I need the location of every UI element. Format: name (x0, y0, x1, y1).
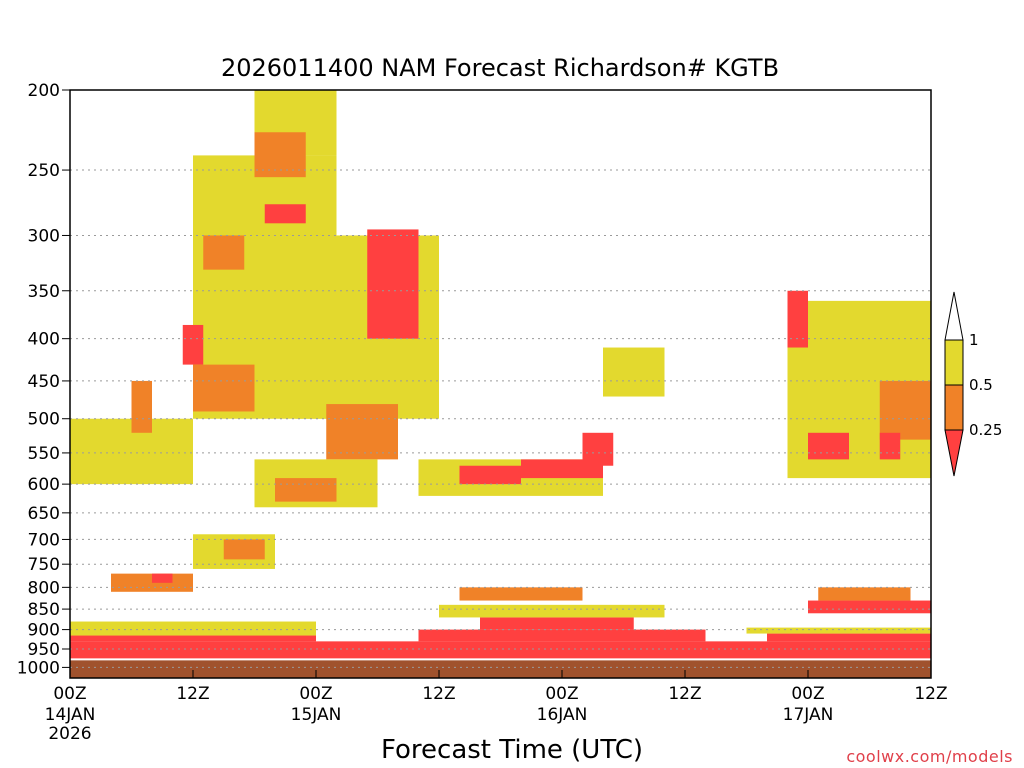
credit-text[interactable]: coolwx.com/models (846, 747, 1013, 766)
y-tick-label: 900 (28, 621, 60, 641)
y-tick-label: 950 (28, 640, 60, 660)
ground-fill (70, 659, 931, 678)
ri-cell (767, 633, 931, 642)
ri-cell (459, 587, 583, 601)
y-tick-label: 800 (28, 578, 60, 598)
color-legend: 1 0.5 0.25 (944, 291, 1002, 477)
y-tick-label: 550 (28, 444, 60, 464)
y-tick-label: 600 (28, 475, 60, 495)
y-tick-label: 500 (28, 410, 60, 430)
x-tick-date: 16JAN (537, 705, 588, 725)
x-tick-date: 14JAN (45, 705, 96, 725)
ri-cell (582, 432, 614, 466)
x-tick-time: 00Z (791, 684, 824, 704)
x-tick-time: 12Z (176, 684, 209, 704)
y-tick-label: 1000 (17, 658, 60, 678)
ri-cell (193, 364, 255, 412)
ri-cell (439, 604, 665, 618)
x-tick-year: 2026 (48, 724, 91, 744)
plot-frame (69, 89, 932, 679)
y-tick-label: 850 (28, 600, 60, 620)
chart-title: 2026011400 NAM Forecast Richardson# KGTB (221, 54, 779, 82)
x-tick-time: 00Z (545, 684, 578, 704)
ri-cell (879, 380, 931, 440)
y-tick-label: 350 (28, 282, 60, 302)
legend-label: 1 (969, 331, 979, 349)
ri-cell (808, 432, 849, 460)
ri-cell (152, 573, 173, 583)
ri-cell (326, 404, 398, 460)
ri-cell (746, 627, 931, 634)
x-tick-time: 12Z (668, 684, 701, 704)
legend-label: 0.5 (969, 376, 993, 394)
y-tick-label: 200 (28, 81, 60, 101)
legend-swatch-mid-low (944, 384, 964, 431)
x-tick-time: 12Z (914, 684, 947, 704)
legend-label: 0.25 (969, 421, 1002, 439)
legend-arrow-top (944, 291, 964, 341)
x-tick-time: 12Z (422, 684, 455, 704)
ri-cell (459, 465, 521, 485)
ri-cell (787, 290, 808, 348)
ri-cell (203, 235, 245, 270)
ri-cell (70, 621, 316, 636)
heatmap-cells (70, 90, 931, 662)
ri-cell (182, 324, 204, 365)
ri-cell (223, 539, 265, 560)
x-tick-time: 00Z (53, 684, 86, 704)
ground-layer (70, 658, 931, 678)
ri-cell (264, 204, 306, 224)
ri-cell (367, 229, 419, 339)
ri-cell (879, 432, 901, 460)
y-tick-label: 650 (28, 504, 60, 524)
y-tick-label: 450 (28, 372, 60, 392)
x-axis-label: Forecast Time (UTC) (381, 735, 643, 765)
ri-cell (418, 629, 706, 642)
legend-arrow-bottom (944, 429, 964, 477)
x-tick-date: 17JAN (783, 705, 834, 725)
ri-cell (603, 347, 665, 397)
y-tick-label: 700 (28, 530, 60, 550)
y-tick-label: 300 (28, 226, 60, 246)
ri-cell (808, 600, 931, 614)
y-tick-label: 400 (28, 330, 60, 350)
y-tick-label: 750 (28, 555, 60, 575)
ri-cell (70, 635, 316, 642)
y-tick-label: 250 (28, 161, 60, 181)
legend-swatch-mid-high (944, 339, 964, 386)
ri-cell (131, 380, 152, 433)
x-tick-date: 15JAN (291, 705, 342, 725)
ri-cell (275, 478, 337, 502)
ri-cell (818, 587, 911, 601)
ri-cell (480, 617, 634, 630)
ri-cell (70, 641, 931, 662)
y-axis: 200 250 300 350 400 450 500 550 600 650 700 750 8008… (17, 81, 70, 678)
x-tick-time: 00Z (299, 684, 332, 704)
